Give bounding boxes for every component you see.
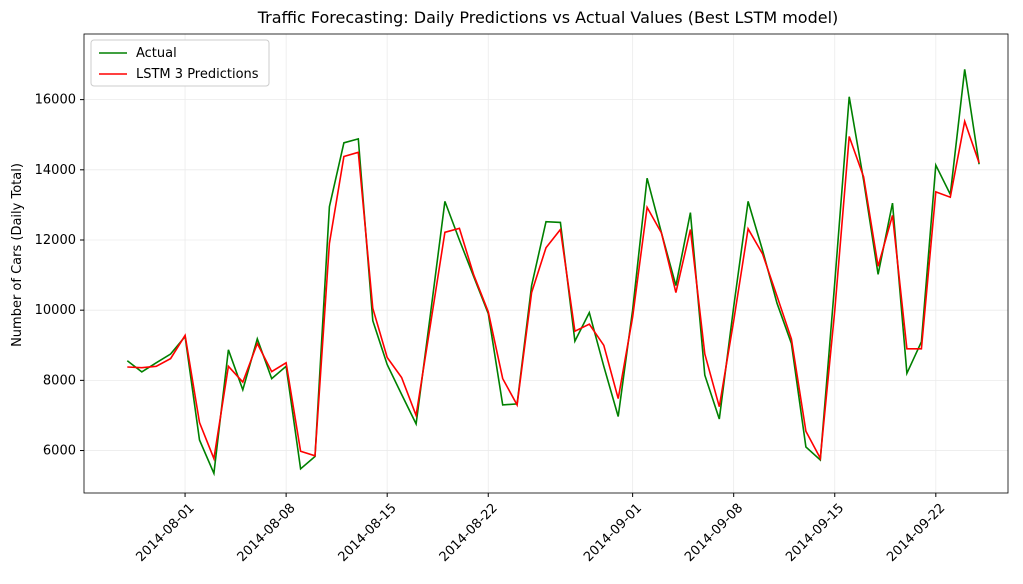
x-tick-label: 2014-08-22 [437, 501, 501, 565]
y-tick-label: 6000 [43, 444, 76, 459]
x-tick-label: 2014-08-15 [336, 501, 400, 565]
y-tick-label: 12000 [35, 233, 76, 248]
y-axis-label: Number of Cars (Daily Total) [10, 163, 25, 347]
legend-label: Actual [136, 46, 177, 61]
x-tick-label: 2014-09-01 [581, 501, 645, 565]
y-tick-label: 14000 [35, 163, 76, 178]
data-line [127, 118, 980, 462]
x-tick-label: 2014-09-08 [682, 501, 746, 565]
x-tick-label: 2014-08-01 [134, 501, 198, 565]
x-tick-label: 2014-09-22 [884, 501, 948, 565]
y-tick-label: 10000 [35, 303, 76, 318]
y-tick-label: 8000 [43, 373, 76, 388]
x-tick-label: 2014-09-15 [783, 501, 847, 565]
plot-frame [83, 33, 1009, 494]
data-line [126, 69, 980, 477]
legend-box [90, 39, 270, 87]
legend-label: LSTM 3 Predictions [136, 67, 259, 82]
chart-title: Traffic Forecasting: Daily Predictions v… [257, 8, 839, 27]
x-tick-label: 2014-08-08 [235, 501, 299, 565]
y-tick-label: 16000 [35, 93, 76, 108]
